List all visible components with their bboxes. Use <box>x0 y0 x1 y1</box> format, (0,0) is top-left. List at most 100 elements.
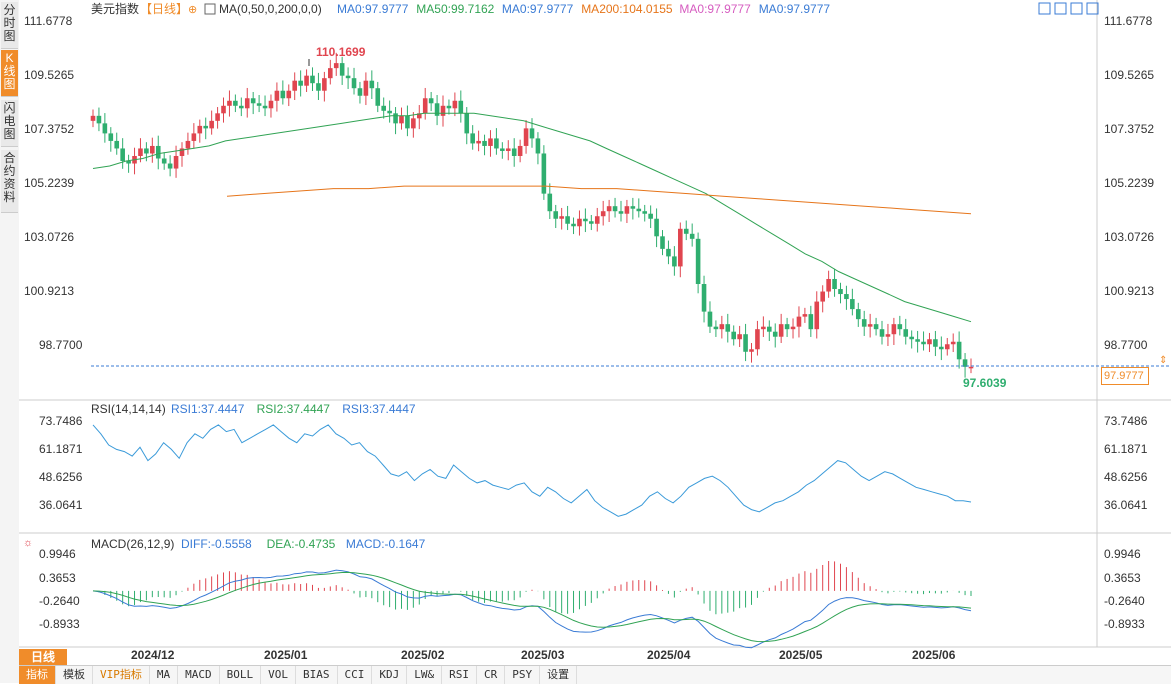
candle-body <box>120 148 125 162</box>
macd-tick-left: 0.3653 <box>39 571 76 585</box>
macd-tick-left: -0.2640 <box>39 594 80 608</box>
tab-vol[interactable]: VOL <box>261 666 296 684</box>
rsi-line <box>92 424 972 517</box>
tab-flash-chart[interactable]: 闪电图 <box>1 100 18 147</box>
candle-body <box>695 238 701 285</box>
rsi-tick-right: 36.0641 <box>1104 498 1148 512</box>
macd-title: MACD(26,12,9) <box>91 537 174 551</box>
candle-body <box>678 228 683 267</box>
candle-body <box>482 140 487 146</box>
tab-indicators[interactable]: 指标 <box>19 666 56 684</box>
tab-bias[interactable]: BIAS <box>296 666 338 684</box>
candle-body <box>790 326 796 330</box>
candle-body <box>612 206 618 212</box>
candle-body <box>244 98 250 109</box>
candle-body <box>873 324 879 330</box>
candle-body <box>209 120 214 129</box>
ma-settings-icon[interactable] <box>204 3 216 15</box>
candle-body <box>345 75 351 79</box>
candle-body <box>749 349 754 352</box>
period-tab-daily[interactable]: 日线 <box>19 649 67 665</box>
zoom-out-icon[interactable] <box>1070 2 1083 15</box>
date-tick: 2025/04 <box>647 648 691 662</box>
tab-ma[interactable]: MA <box>150 666 179 684</box>
indicator-tab-bar: 指标 模板 VIP指标 MA MACD BOLL VOL BIAS CCI KD… <box>19 665 1171 684</box>
candle-body <box>144 148 149 154</box>
candle-body <box>547 193 553 212</box>
settings-icon[interactable]: ⊕ <box>188 4 197 16</box>
tab-vip-indicators[interactable]: VIP指标 <box>93 666 150 684</box>
price-tick-right: 107.3752 <box>1104 122 1154 136</box>
tab-cr[interactable]: CR <box>477 666 506 684</box>
tab-cci[interactable]: CCI <box>338 666 373 684</box>
date-tick: 2025/03 <box>521 648 565 662</box>
candle-body <box>256 103 262 106</box>
candle-body <box>511 148 517 156</box>
period-label: 【日线】 <box>140 2 188 16</box>
candle-body <box>701 284 707 312</box>
candle-body <box>594 216 600 224</box>
candle-body <box>517 145 523 156</box>
fullscreen-icon[interactable] <box>1086 2 1099 15</box>
candle-body <box>316 83 321 91</box>
price-tick-right: 109.5265 <box>1104 68 1154 82</box>
kline-chart[interactable]: 美元指数 【日线】 ⊕ MA(0,50,0,200,0,0) MA0:97.97… <box>19 0 1171 665</box>
price-tick-right: 100.9213 <box>1104 284 1154 298</box>
tab-contract-info[interactable]: 合约资料 <box>1 150 18 213</box>
date-tick: 2025/02 <box>401 648 445 662</box>
candle-body <box>185 140 191 149</box>
candle-body <box>150 145 155 154</box>
tab-kline[interactable]: K线图 <box>1 50 18 97</box>
candle-body <box>327 68 333 79</box>
candle-body <box>956 341 962 360</box>
candle-body <box>339 63 345 76</box>
candle-body <box>660 236 665 249</box>
legend-item: RSI3:37.4447 <box>342 402 416 416</box>
tab-psy[interactable]: PSY <box>505 666 541 684</box>
candle-body <box>743 334 748 352</box>
macd-settings-icon[interactable]: ☼ <box>23 537 33 549</box>
legend-item: MA0:97.9777 <box>759 2 831 16</box>
candle-body <box>500 148 505 151</box>
tab-macd[interactable]: MACD <box>178 666 220 684</box>
candle-body <box>393 113 398 124</box>
zoom-in-icon[interactable] <box>1054 2 1067 15</box>
candle-body <box>968 366 974 369</box>
candle-body <box>577 218 582 227</box>
price-tick-left: 98.7700 <box>39 338 83 352</box>
candle-body <box>102 123 108 134</box>
tab-boll[interactable]: BOLL <box>220 666 262 684</box>
candle-body <box>298 80 303 86</box>
candle-body <box>565 216 570 224</box>
candle-body <box>606 206 612 212</box>
candle-body <box>867 324 873 327</box>
candle-body <box>286 90 292 99</box>
candle-body <box>416 113 422 119</box>
date-tick: 2025/01 <box>264 648 308 662</box>
candle-body <box>731 331 737 340</box>
last-price-tag: 97.9777 <box>1101 367 1149 385</box>
candle-body <box>636 208 642 212</box>
candle-body <box>950 341 956 345</box>
legend-item: RSI2:37.4447 <box>257 402 331 416</box>
candle-body <box>90 115 96 121</box>
tab-templates[interactable]: 模板 <box>56 666 93 684</box>
legend-item: MA0:97.9777 <box>679 2 751 16</box>
tab-kdj[interactable]: KDJ <box>372 666 408 684</box>
candle-body <box>642 211 648 214</box>
candle-body <box>138 148 143 156</box>
tab-rsi[interactable]: RSI <box>442 666 477 684</box>
legend-item: DEA:-0.4735 <box>267 537 336 551</box>
candle-body <box>666 248 671 257</box>
candle-body <box>820 291 825 302</box>
candle-body <box>239 105 244 109</box>
tab-settings[interactable]: 设置 <box>540 666 578 684</box>
candle-body <box>488 138 493 146</box>
candle-body <box>921 341 926 345</box>
tab-lwr[interactable]: LW& <box>407 666 443 684</box>
candle-body <box>529 128 535 139</box>
tab-timeshare[interactable]: 分时图 <box>1 2 18 49</box>
candle-body <box>897 324 903 330</box>
candle-body <box>268 100 274 109</box>
move-icon[interactable] <box>1038 2 1051 15</box>
